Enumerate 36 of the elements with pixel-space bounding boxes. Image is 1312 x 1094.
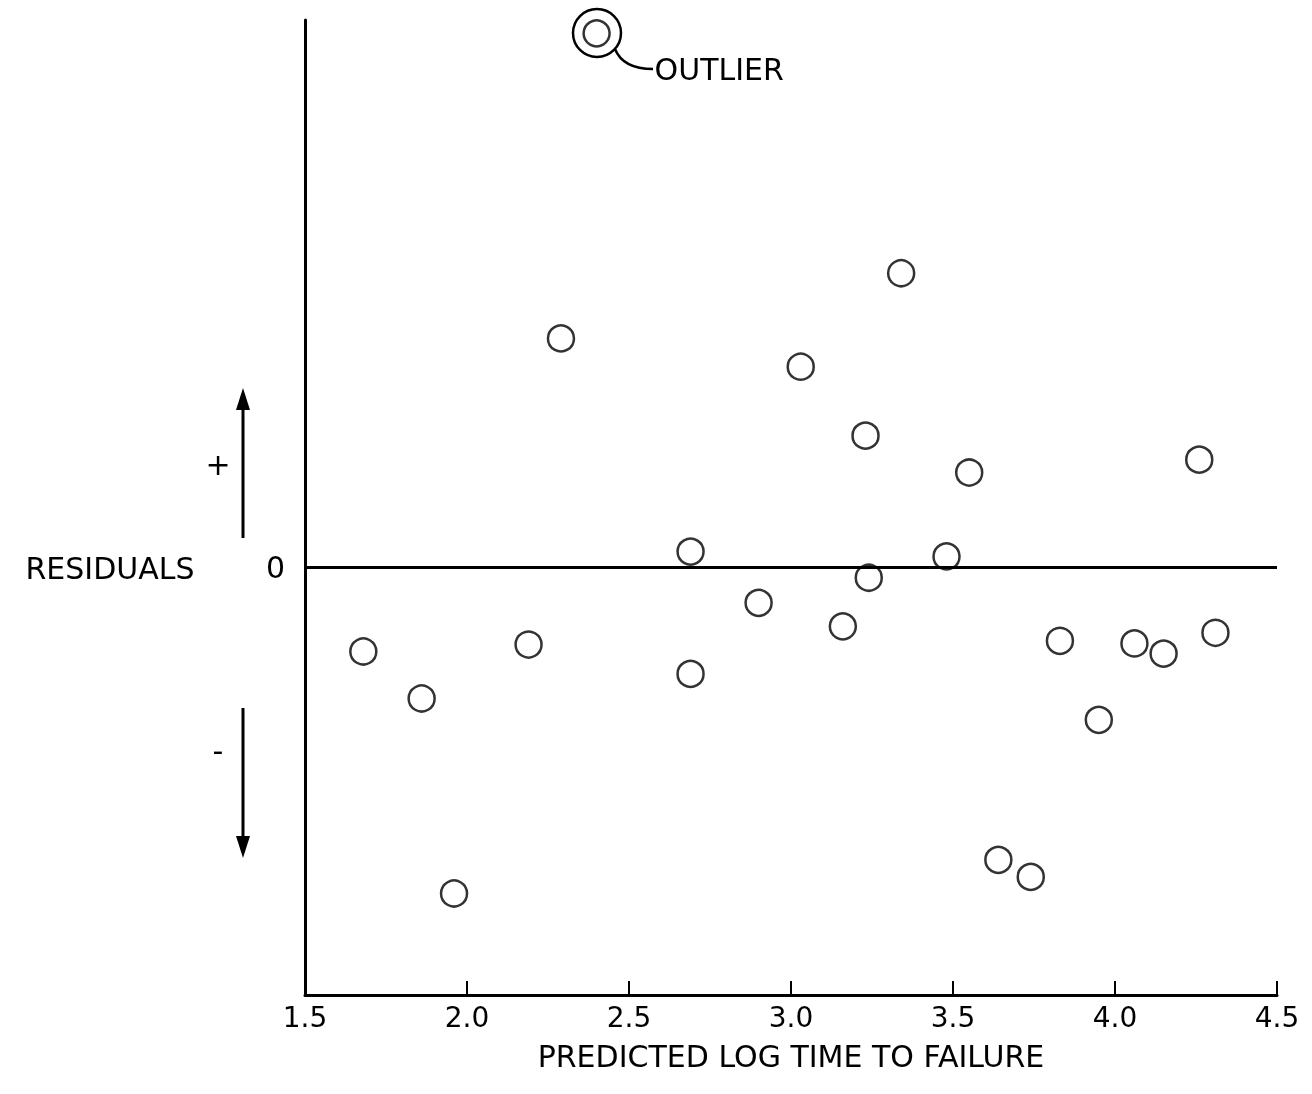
point	[954, 458, 984, 487]
point	[439, 879, 469, 908]
point	[546, 324, 576, 353]
x-tick-label: 4.5	[1254, 1000, 1300, 1034]
point	[1201, 618, 1230, 648]
point	[851, 421, 880, 450]
point	[1045, 626, 1075, 656]
point	[886, 258, 916, 288]
point	[1185, 445, 1214, 474]
point	[1149, 639, 1178, 668]
x-tick-label: 4.0	[1092, 1000, 1138, 1034]
x-tick-label: 2.5	[606, 1000, 652, 1034]
ref-line-label: 0	[265, 550, 285, 586]
x-tick-label: 1.5	[282, 1000, 328, 1034]
point	[744, 588, 773, 618]
point	[1120, 629, 1149, 658]
point	[676, 537, 705, 566]
point	[407, 684, 436, 713]
point	[984, 845, 1013, 875]
x-tick-label: 2.0	[444, 1000, 490, 1034]
point	[676, 659, 705, 689]
text: -	[212, 732, 224, 768]
x-tick-label: 3.0	[768, 1000, 814, 1034]
annotation: OUTLIER	[654, 51, 784, 87]
point	[854, 563, 884, 592]
text: +	[205, 446, 231, 482]
point	[514, 630, 543, 659]
y-axis-title: RESIDUALS	[25, 550, 195, 586]
point	[828, 612, 858, 641]
point	[932, 542, 961, 571]
x-axis-title: PREDICTED LOG TIME TO FAILURE	[537, 1038, 1045, 1074]
x-tick-label: 3.5	[930, 1000, 976, 1034]
point	[349, 637, 378, 666]
point	[1016, 862, 1046, 892]
point	[786, 352, 815, 381]
point	[1084, 705, 1114, 735]
